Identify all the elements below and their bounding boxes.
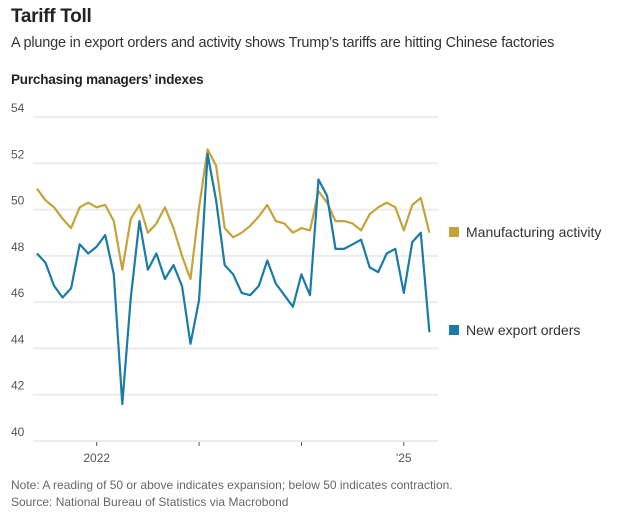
- x-tick-label: '25: [396, 451, 412, 465]
- y-tick-label: 42: [11, 379, 25, 393]
- y-tick-label: 48: [11, 240, 25, 254]
- y-tick-label: 40: [11, 425, 25, 439]
- y-tick-label: 44: [11, 332, 25, 346]
- legend-label-manufacturing: Manufacturing activity: [466, 224, 601, 240]
- x-tick-label: 2022: [83, 451, 110, 465]
- chart-source: Source: National Bureau of Statistics vi…: [11, 495, 289, 509]
- pmi-line-chart: 54 52 50 48 46 44 42 40 2022 '25 Manufacturing a…: [11, 101, 601, 465]
- x-axis: 2022 '25: [83, 442, 412, 465]
- chart-subtitle: A plunge in export orders and activity s…: [11, 35, 555, 51]
- y-tick-label: 54: [11, 101, 25, 115]
- legend-label-export: New export orders: [466, 322, 580, 338]
- series-layer: [36, 148, 431, 406]
- grid-layer: 54 52 50 48 46 44 42 40: [11, 101, 438, 442]
- legend: Manufacturing activity New export orders: [449, 224, 601, 338]
- y-tick-label: 46: [11, 286, 25, 300]
- y-tick-label: 52: [11, 147, 25, 161]
- legend-swatch-export: [449, 325, 459, 335]
- manufacturing-activity-line: [36, 148, 431, 281]
- chart-note: Note: A reading of 50 or above indicates…: [11, 478, 453, 492]
- new-export-orders-line: [36, 152, 431, 406]
- y-tick-label: 50: [11, 194, 25, 208]
- chart-title: Tariff Toll: [11, 6, 92, 27]
- chart-section-label: Purchasing managers’ indexes: [11, 72, 204, 87]
- legend-swatch-manufacturing: [449, 227, 459, 237]
